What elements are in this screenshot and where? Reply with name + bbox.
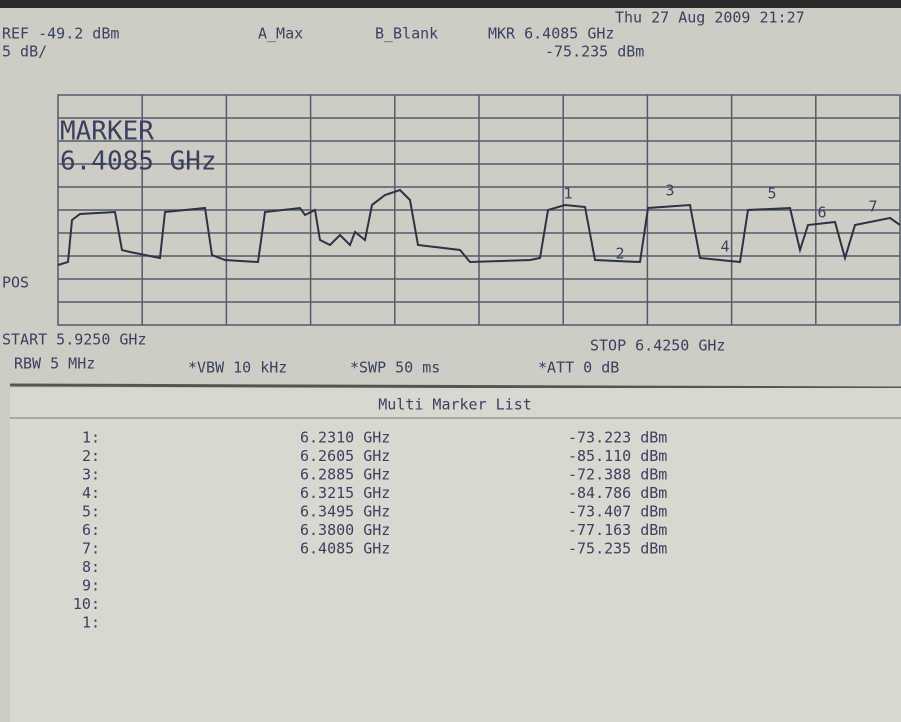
marker-amplitude: -72.388 dBm [568,466,667,484]
marker-index: 7: [82,540,100,558]
marker-frequency: 6.3215 GHz [300,484,390,502]
trace-marker: 1 [563,185,572,203]
marker-index: 1: [82,614,100,632]
trace-marker: 3 [665,182,674,200]
trace-marker: 2 [615,245,624,263]
marker-index: 5: [82,503,100,521]
start-freq: START 5.9250 GHz [2,331,147,349]
marker-amplitude: -73.223 dBm [568,429,667,447]
marker-level: -75.235 dBm [545,43,644,61]
marker-amplitude: -85.110 dBm [568,447,667,465]
ref-level: REF -49.2 dBm [2,25,119,43]
vbw: *VBW 10 kHz [188,359,287,377]
sweep: *SWP 50 ms [350,359,440,377]
marker-amplitude: -75.235 dBm [568,540,667,558]
marker-index: 8: [82,558,100,576]
trace-marker: 4 [720,238,729,256]
trace [57,188,901,266]
trace-marker: 6 [817,204,826,222]
marker-index: 1: [82,429,100,447]
marker-index: 10: [73,595,100,613]
marker-index: 6: [82,521,100,539]
marker-frequency: 6.2885 GHz [300,466,390,484]
pos: POS [2,274,29,292]
marker-label: MARKER [60,117,154,147]
trace-a: A_Max [258,25,303,43]
marker-index: 9: [82,577,100,595]
date: Thu 27 Aug 2009 21:27 [615,9,805,27]
stop-freq: STOP 6.4250 GHz [590,337,725,355]
trace-b: B_Blank [375,25,438,43]
marker-amplitude: -84.786 dBm [568,484,667,502]
marker-list-panel [10,388,901,722]
marker-freq: MKR 6.4085 GHz [488,25,614,43]
marker-amplitude: -77.163 dBm [568,521,667,539]
trace-marker: 7 [868,198,877,216]
trace-marker: 5 [767,185,776,203]
marker-index: 3: [82,466,100,484]
marker-index: 4: [82,484,100,502]
marker-index: 2: [82,447,100,465]
marker-frequency: 6.2310 GHz [300,429,390,447]
marker-amplitude: -73.407 dBm [568,503,667,521]
rbw: RBW 5 MHz [14,355,95,373]
scale: 5 dB/ [2,43,47,61]
list-title: Multi Marker List [378,396,532,414]
marker-frequency: 6.3800 GHz [300,521,390,539]
marker-frequency: 6.4085 GHz [300,540,390,558]
attenuation: *ATT 0 dB [538,359,619,377]
divider [9,383,901,390]
marker-frequency: 6.3495 GHz [300,503,390,521]
marker-frequency: 6.2605 GHz [300,447,390,465]
marker-readout: 6.4085 GHz [60,147,217,177]
